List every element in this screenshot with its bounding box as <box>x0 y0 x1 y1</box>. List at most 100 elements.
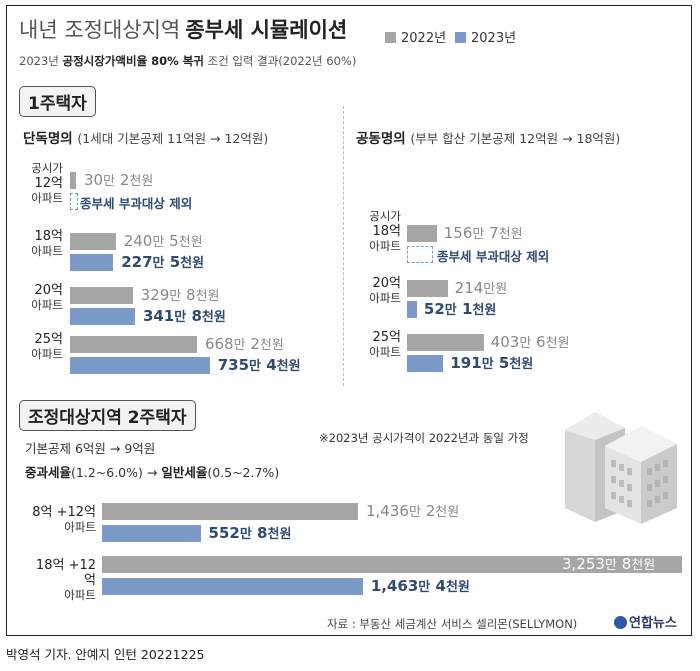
left-value-2022-2-cheon-number: 8 <box>181 286 196 304</box>
apartment-building-icon <box>565 412 677 524</box>
section1-title: 1주택자 <box>19 86 96 117</box>
right-value-2023-2-man-number: 191 <box>450 354 482 372</box>
title-light: 내년 조정대상지역 <box>19 18 181 42</box>
left-value-2023-3-cheon-unit: 천원 <box>276 359 301 374</box>
legend-swatch-2023 <box>455 32 466 43</box>
right-value-2022-2-cheon-unit: 천원 <box>545 336 570 351</box>
bottom-value-2022-0-man-number: 1,436 <box>366 502 409 520</box>
title-bold: 종부세 시뮬레이션 <box>185 18 348 42</box>
right-bar-2022-2 <box>407 334 484 351</box>
right-value-2022-1: 214만원 <box>455 280 508 298</box>
bottom-value-2023-0-cheon-unit: 천원 <box>267 527 292 542</box>
left-value-2023-2-cheon-unit: 천원 <box>201 310 226 325</box>
left-bar-2023-2 <box>70 308 135 325</box>
right-value-2022-0-man-number: 156 <box>443 224 473 242</box>
bottom-value-2023-1-cheon-unit: 천원 <box>445 580 470 595</box>
right-value-2022-0-cheon-unit: 천원 <box>498 227 523 242</box>
bottom-value-2022-1-cheon-number: 8 <box>616 555 632 573</box>
infographic-frame: 내년 조정대상지역 종부세 시뮬레이션 2022년 2023년 2023년 공정… <box>6 5 692 636</box>
left-value-2023-3: 735만 4천원 <box>218 357 301 375</box>
source-text: 자료 : 부동산 세금계산 서비스 셀리몬(SELLYMON) <box>327 617 578 631</box>
bottom-cat-1: 18억 +12억 아파트 <box>26 558 96 603</box>
rate-mid: (1.2~6.0%) → <box>71 465 162 480</box>
left-value-2022-2-man-number: 329 <box>140 286 170 304</box>
logo-globe-icon <box>614 616 627 629</box>
bottom-value-2022-1-man-unit: 만 <box>604 558 617 573</box>
left-value-2023-2: 341만 8천원 <box>143 308 226 326</box>
left-cat-2-type: 아파트 <box>31 298 63 312</box>
left-value-2022-1: 240만 5천원 <box>124 233 203 251</box>
rate-new: 일반세율 <box>161 465 208 480</box>
left-exclusion-box-0 <box>70 193 78 210</box>
right-cat-0-type: 아파트 <box>369 239 401 253</box>
left-value-2022-2-cheon-unit: 천원 <box>195 289 220 304</box>
right-cat-0-price-label: 공시가 <box>369 209 401 223</box>
left-value-2022-1-cheon-unit: 천원 <box>178 235 203 250</box>
bottom-bar-2022-0 <box>102 503 358 520</box>
right-cat-2-price: 25억 <box>372 330 401 345</box>
left-value-2022-3-cheon-unit: 천원 <box>259 338 284 353</box>
bottom-value-2022-1-cheon-unit: 천원 <box>631 558 656 573</box>
legend-swatch-2022 <box>385 32 396 43</box>
right-value-2022-2-cheon-number: 6 <box>531 333 546 351</box>
bottom-value-2022-0-cheon-unit: 천원 <box>435 505 460 520</box>
logo-text: 연합뉴스 <box>629 616 677 631</box>
right-bar-2022-0 <box>407 225 437 242</box>
left-value-2022-2-man-unit: 만 <box>169 289 182 304</box>
right-value-2023-1-cheon-unit: 천원 <box>472 303 497 318</box>
bottom-value-2023-1-man-number: 1,463 <box>370 577 419 595</box>
bottom-cat-0-type: 아파트 <box>64 520 96 534</box>
left-value-2022-3-man-unit: 만 <box>233 338 246 353</box>
bottom-bar-2023-0 <box>102 525 201 542</box>
deduction-line: 기본공제 6억원 → 9억원 <box>25 441 156 456</box>
left-bar-2022-3 <box>70 336 197 353</box>
left-cat-1-price: 18억 <box>34 229 63 244</box>
left-cat-0-price-label: 공시가 <box>31 161 63 175</box>
right-value-2022-2-man-unit: 만 <box>519 336 532 351</box>
left-cat-1: 18억 아파트 <box>7 229 63 259</box>
left-cat-2-price: 20억 <box>34 283 63 298</box>
left-value-2023-3-man-number: 735 <box>217 356 250 374</box>
left-cat-0-price: 12억 <box>34 176 63 191</box>
bottom-cat-0: 8억 +12억 아파트 <box>26 505 96 535</box>
left-value-2022-0: 30만 2천원 <box>84 172 153 190</box>
subtitle-post: 조건 입력 결과(2022년 60%) <box>203 54 357 68</box>
left-value-2022-0-man-unit: 만 <box>103 174 116 189</box>
bottom-cat-1-type: 아파트 <box>64 588 96 602</box>
left-value-2023-3-cheon-number: 4 <box>261 356 277 374</box>
left-heading-main: 단독명의 <box>23 131 73 147</box>
right-value-2023-2-man-unit: 만 <box>481 357 494 372</box>
left-value-2023-3-man-unit: 만 <box>249 359 261 374</box>
left-value-2023-2-man-unit: 만 <box>174 310 187 325</box>
right-value-2022-1-man-number: 214 <box>454 279 484 297</box>
bottom-cat-1-price: 18억 +12억 <box>35 558 96 588</box>
legend-label-2023: 2023년 <box>471 31 517 46</box>
bottom-value-2022-1: 3,253만 8천원 <box>562 556 655 574</box>
left-value-2022-3-man-number: 668 <box>204 335 234 353</box>
left-cat-0: 공시가 12억 아파트 <box>7 161 63 206</box>
left-bar-2022-2 <box>70 287 133 304</box>
tax-rate-line: 중과세율(1.2~6.0%) → 일반세율(0.5~2.7%) <box>25 462 279 481</box>
left-value-2023-1-cheon-unit: 천원 <box>180 256 205 271</box>
right-exclusion-box-0 <box>407 246 433 263</box>
left-value-2022-0-man-number: 30 <box>84 171 104 189</box>
right-value-2022-2-man-number: 403 <box>490 333 520 351</box>
rate-old: 중과세율 <box>25 465 72 480</box>
left-value-2023-2-man-number: 341 <box>142 307 175 325</box>
right-value-2023-1: 52만 1천원 <box>424 301 496 319</box>
bottom-value-2023-0-man-unit: 만 <box>239 527 252 542</box>
left-value-2022-1-man-number: 240 <box>123 232 153 250</box>
bottom-value-2023-1-man-unit: 만 <box>418 580 431 595</box>
bottom-bar-2023-1 <box>102 578 363 595</box>
subtitle-bold: 공정시장가액비율 80% 복귀 <box>62 54 204 68</box>
assumption-note: ※2023년 공시가격이 2022년과 동일 가정 <box>319 431 529 445</box>
left-bar-2023-3 <box>70 357 210 374</box>
subtitle: 2023년 공정시장가액비율 80% 복귀 조건 입력 결과(2022년 60%… <box>19 53 356 69</box>
right-bar-2023-1 <box>407 301 417 318</box>
bottom-value-2023-0-cheon-number: 8 <box>251 524 268 542</box>
left-bar-2022-0 <box>70 172 76 189</box>
right-value-2023-1-man-number: 52 <box>423 300 445 318</box>
left-heading-note: (1세대 기본공제 11억원 → 12억원) <box>77 131 269 146</box>
right-value-2022-0: 156만 7천원 <box>444 225 523 243</box>
left-value-2022-3: 668만 2천원 <box>205 336 284 354</box>
